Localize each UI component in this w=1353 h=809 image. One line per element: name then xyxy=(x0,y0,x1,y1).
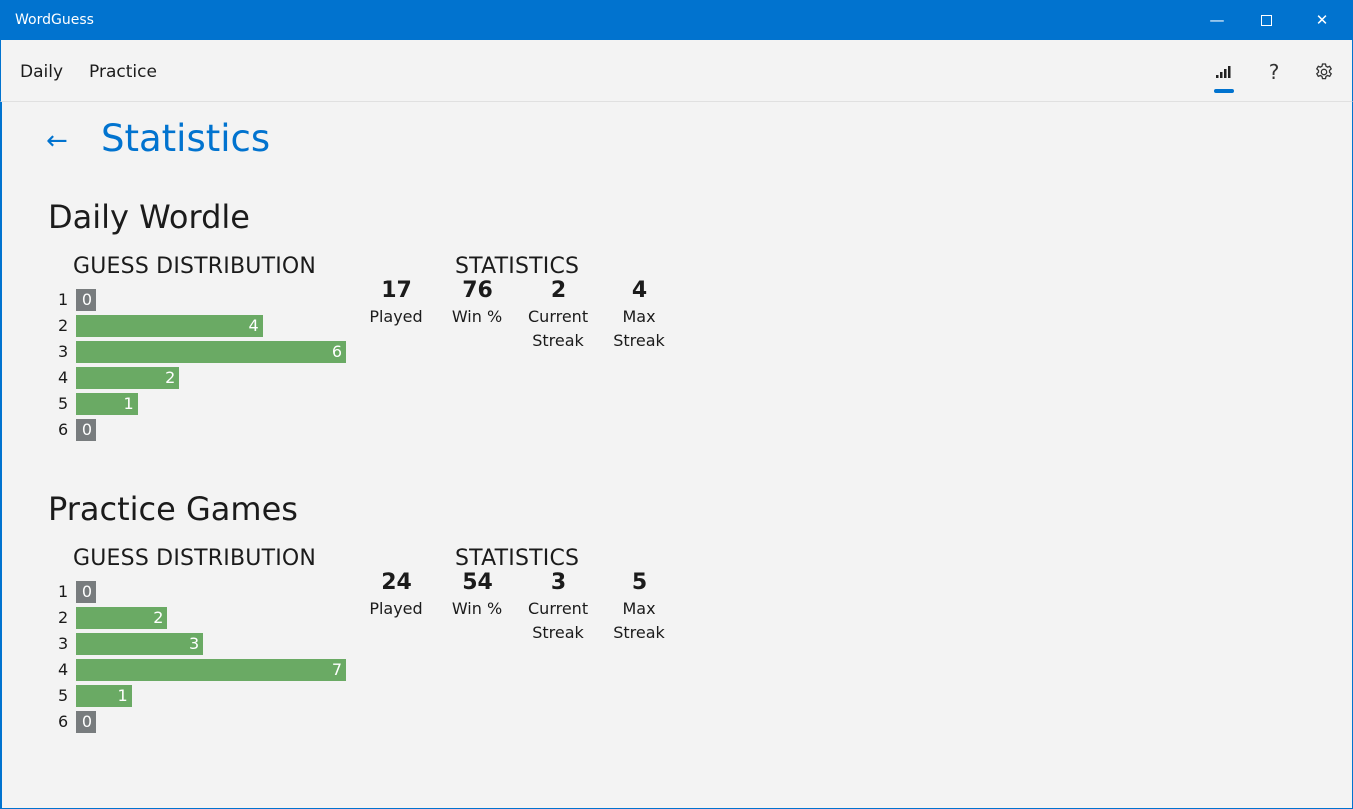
stat-label: Win % xyxy=(451,599,503,618)
stat-label: Win % xyxy=(451,307,503,326)
stat-item: 5 Max Streak xyxy=(599,570,680,645)
distribution-bar: 7 xyxy=(76,659,346,681)
section-daily: Daily Wordle GUESS DISTRIBUTION STATISTI… xyxy=(0,198,800,458)
app-title: WordGuess xyxy=(15,12,94,28)
statistics-header: STATISTICS xyxy=(455,546,580,571)
back-button[interactable]: ← xyxy=(46,126,68,156)
stat-value: 76 xyxy=(462,278,493,303)
stat-item: 54 Win % xyxy=(437,570,518,621)
stat-item: 2 Current Streak xyxy=(518,278,599,353)
distribution-bar: 1 xyxy=(76,685,132,707)
close-icon: ✕ xyxy=(1315,11,1329,29)
stat-value: 17 xyxy=(381,278,412,303)
stat-label: Played xyxy=(369,599,423,618)
nav-bar: Daily Practice ? xyxy=(0,40,1353,102)
stat-value: 5 xyxy=(631,570,648,595)
guess-number: 2 xyxy=(58,608,69,627)
distribution-bar: 0 xyxy=(76,581,96,603)
minimize-icon: — xyxy=(1209,11,1225,29)
stat-label: Played xyxy=(369,307,423,326)
stat-value: 3 xyxy=(550,570,567,595)
stat-label: Current Streak xyxy=(528,599,589,642)
help-button[interactable]: ? xyxy=(1259,60,1289,84)
distribution-bar: 4 xyxy=(76,315,263,337)
distribution-bar: 0 xyxy=(76,711,96,733)
distribution-bar: 2 xyxy=(76,607,168,629)
stat-label: Max Streak xyxy=(613,307,665,350)
settings-button[interactable] xyxy=(1309,60,1339,84)
distribution-bar: 0 xyxy=(76,419,96,441)
guess-number: 5 xyxy=(58,394,69,413)
guess-distribution-header: GUESS DISTRIBUTION xyxy=(73,254,317,279)
stat-label: Max Streak xyxy=(613,599,665,642)
help-icon: ? xyxy=(1268,60,1280,84)
stat-value: 2 xyxy=(550,278,567,303)
settings-icon xyxy=(1315,63,1333,80)
stats-button[interactable] xyxy=(1208,60,1238,84)
guess-number: 1 xyxy=(58,582,69,601)
distribution-bar: 3 xyxy=(76,633,204,655)
guess-number: 6 xyxy=(58,712,69,731)
stat-item: 76 Win % xyxy=(437,278,518,329)
back-arrow-icon: ← xyxy=(46,126,68,156)
stat-value: 54 xyxy=(462,570,493,595)
guess-number: 4 xyxy=(58,368,69,387)
stat-value: 4 xyxy=(631,278,648,303)
stat-label: Current Streak xyxy=(528,307,589,350)
guess-distribution-header: GUESS DISTRIBUTION xyxy=(73,546,317,571)
guess-number: 6 xyxy=(58,420,69,439)
stat-value: 24 xyxy=(381,570,412,595)
close-button[interactable]: ✕ xyxy=(1297,0,1347,40)
section-title: Daily Wordle xyxy=(48,198,250,236)
stats-icon xyxy=(1216,66,1231,78)
guess-number: 3 xyxy=(58,634,69,653)
minimize-button[interactable]: — xyxy=(1192,0,1242,40)
maximize-button[interactable] xyxy=(1241,0,1291,40)
maximize-icon xyxy=(1260,14,1272,26)
nav-item-practice[interactable]: Practice xyxy=(89,62,157,82)
distribution-bar: 6 xyxy=(76,341,346,363)
guess-number: 2 xyxy=(58,316,69,335)
section-practice: Practice Games GUESS DISTRIBUTION STATIS… xyxy=(0,490,800,750)
title-bar: WordGuess — ✕ xyxy=(0,0,1353,40)
nav-item-daily[interactable]: Daily xyxy=(20,62,64,82)
guess-number: 5 xyxy=(58,686,69,705)
selected-indicator xyxy=(1214,89,1234,93)
stat-item: 17 Played xyxy=(356,278,437,329)
guess-number: 1 xyxy=(58,290,69,309)
distribution-bar: 1 xyxy=(76,393,138,415)
distribution-bar: 0 xyxy=(76,289,96,311)
statistics-header: STATISTICS xyxy=(455,254,580,279)
guess-number: 4 xyxy=(58,660,69,679)
distribution-bar: 2 xyxy=(76,367,180,389)
stat-item: 24 Played xyxy=(356,570,437,621)
stat-item: 3 Current Streak xyxy=(518,570,599,645)
section-title: Practice Games xyxy=(48,490,298,528)
stat-item: 4 Max Streak xyxy=(599,278,680,353)
guess-number: 3 xyxy=(58,342,69,361)
page-title: Statistics xyxy=(101,117,271,160)
